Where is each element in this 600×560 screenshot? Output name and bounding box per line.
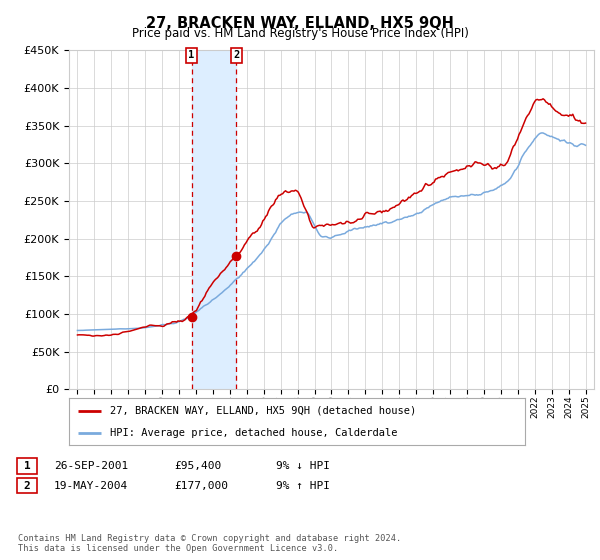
Text: 1: 1	[188, 50, 195, 60]
Text: 27, BRACKEN WAY, ELLAND, HX5 9QH (detached house): 27, BRACKEN WAY, ELLAND, HX5 9QH (detach…	[110, 406, 416, 416]
Text: 9% ↑ HPI: 9% ↑ HPI	[276, 480, 330, 491]
Text: Price paid vs. HM Land Registry's House Price Index (HPI): Price paid vs. HM Land Registry's House …	[131, 27, 469, 40]
Text: 19-MAY-2004: 19-MAY-2004	[54, 480, 128, 491]
Text: HPI: Average price, detached house, Calderdale: HPI: Average price, detached house, Cald…	[110, 428, 398, 438]
Text: 27, BRACKEN WAY, ELLAND, HX5 9QH: 27, BRACKEN WAY, ELLAND, HX5 9QH	[146, 16, 454, 31]
Text: £177,000: £177,000	[174, 480, 228, 491]
Text: 9% ↓ HPI: 9% ↓ HPI	[276, 461, 330, 471]
Text: Contains HM Land Registry data © Crown copyright and database right 2024.
This d: Contains HM Land Registry data © Crown c…	[18, 534, 401, 553]
Text: £95,400: £95,400	[174, 461, 221, 471]
Text: 2: 2	[23, 480, 31, 491]
Bar	[191, 50, 236, 389]
Text: 1: 1	[23, 461, 31, 471]
Text: 2: 2	[233, 50, 239, 60]
Text: 26-SEP-2001: 26-SEP-2001	[54, 461, 128, 471]
